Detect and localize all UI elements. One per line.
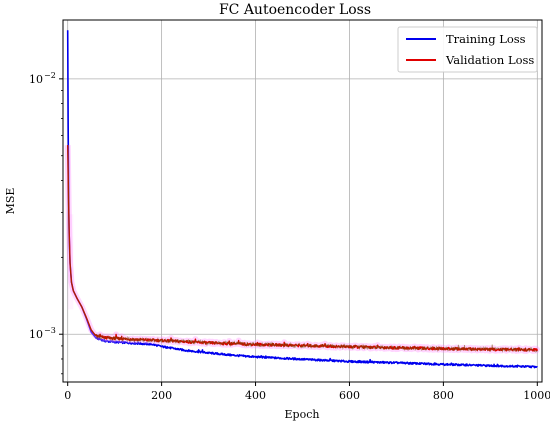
y-axis: 10−310−2 <box>29 71 63 375</box>
x-tick-label: 200 <box>151 389 172 402</box>
chart-title: FC Autoencoder Loss <box>219 2 371 18</box>
x-tick-label: 600 <box>339 389 360 402</box>
series-layer <box>64 30 541 369</box>
x-axis-label: Epoch <box>285 408 320 421</box>
x-axis: 0 200 400 600 800 1000 <box>64 382 550 402</box>
plot-frame <box>62 19 543 383</box>
x-tick-label: 0 <box>64 389 71 402</box>
y-tick-exponent: −2 <box>44 71 56 80</box>
x-tick-label: 400 <box>245 389 266 402</box>
y-tick-exponent: −3 <box>44 326 56 335</box>
y-tick-label: 10 <box>29 328 43 341</box>
y-tick-label: 10 <box>29 73 43 86</box>
legend-label-training: Training Loss <box>446 32 526 46</box>
validation-loss-noise <box>67 145 538 353</box>
x-tick-label: 1000 <box>523 389 550 402</box>
training-loss-line <box>66 30 538 369</box>
legend: Training Loss Validation Loss <box>397 26 538 73</box>
x-tick-label: 800 <box>433 389 454 402</box>
y-axis-label: MSE <box>4 188 17 215</box>
legend-label-validation: Validation Loss <box>445 53 534 67</box>
